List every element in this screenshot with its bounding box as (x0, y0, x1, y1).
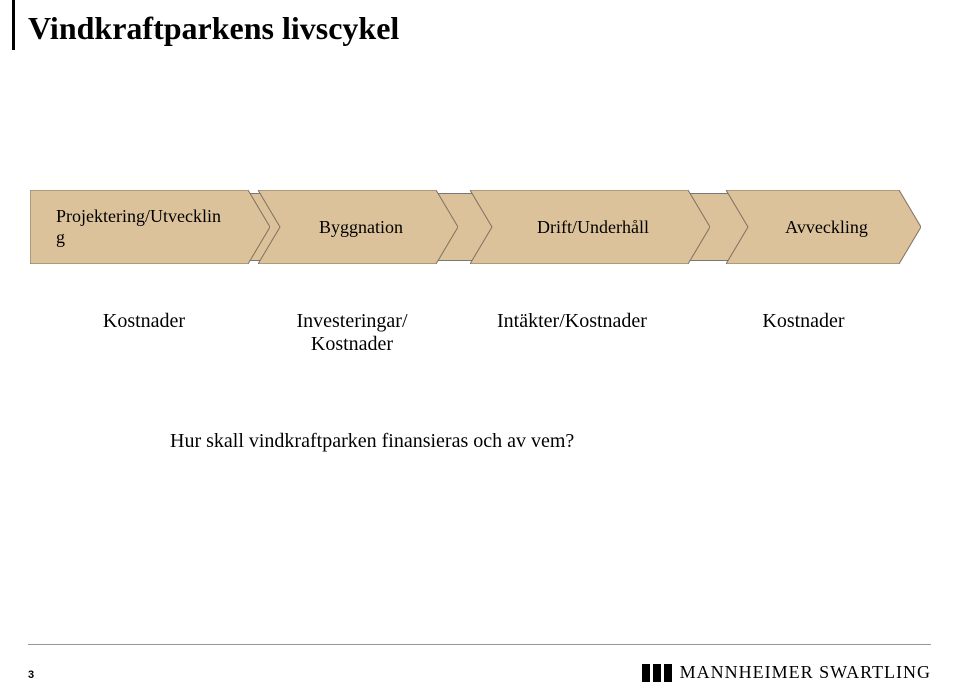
chevron-label: Projektering/Utveckling (50, 206, 250, 247)
chevron-label: Drift/Underhåll (531, 217, 649, 238)
page-title: Vindkraftparkens livscykel (28, 10, 399, 47)
title-side-rule (12, 0, 15, 50)
brand-logo-icon (642, 664, 672, 682)
brand-name: MANNHEIMER SWARTLING (680, 662, 931, 683)
chevron-stage: Avveckling (726, 190, 921, 264)
chevron-row: Projektering/Utveckling Byggnation Drift/U… (30, 190, 909, 264)
brand-footer: MANNHEIMER SWARTLING (642, 662, 931, 683)
chevron-stage: Byggnation (258, 190, 458, 264)
stage-sub-label: Kostnader (698, 310, 909, 356)
stage-sub-label: Investeringar/ Kostnader (258, 310, 446, 356)
footer-divider (28, 644, 931, 645)
cost-labels-row: KostnaderInvesteringar/ KostnaderIntäkte… (30, 310, 930, 356)
page-number: 3 (28, 669, 34, 681)
chevron-label: Avveckling (779, 217, 868, 238)
financing-question: Hur skall vindkraftparken finansieras oc… (170, 430, 574, 453)
chevron-stage: Drift/Underhåll (470, 190, 710, 264)
chevron-stage: Projektering/Utveckling (30, 190, 270, 264)
chevron-label: Byggnation (313, 217, 403, 238)
stage-sub-label: Kostnader (30, 310, 258, 356)
stage-sub-label: Intäkter/Kostnader (446, 310, 698, 356)
